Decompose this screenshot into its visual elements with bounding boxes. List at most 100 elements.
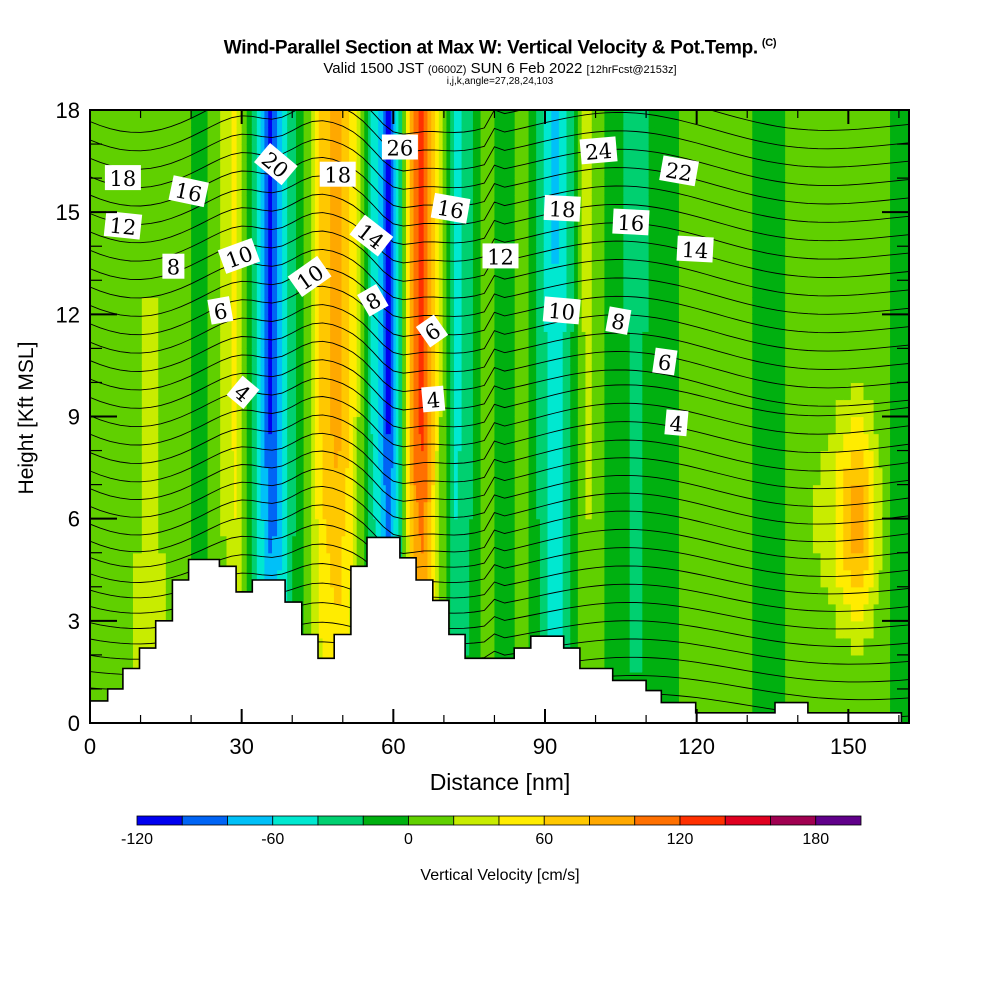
field-cell xyxy=(207,161,215,179)
field-cell xyxy=(173,450,182,469)
valid-date: SUN 6 Feb 2022 xyxy=(470,60,583,77)
field-cell xyxy=(532,382,537,401)
field-cell xyxy=(314,433,320,452)
field-cell xyxy=(96,212,104,230)
field-cell xyxy=(648,620,656,639)
field-cell xyxy=(742,280,753,298)
field-cell xyxy=(480,518,485,537)
field-cell xyxy=(102,246,110,264)
field-cell xyxy=(229,416,233,435)
field-cell xyxy=(604,110,612,128)
field-cell xyxy=(277,450,283,469)
field-cell xyxy=(723,671,733,690)
field-cell xyxy=(714,688,724,707)
field-cell xyxy=(405,331,411,349)
field-cell xyxy=(333,127,339,145)
field-cell xyxy=(231,195,235,213)
field-cell xyxy=(360,433,365,452)
field-cell xyxy=(442,297,448,315)
field-cell xyxy=(558,518,564,537)
field-cell xyxy=(577,450,583,469)
field-cell xyxy=(220,195,228,213)
field-cell xyxy=(547,314,552,332)
field-cell xyxy=(246,280,253,298)
field-cell xyxy=(318,501,324,520)
field-cell xyxy=(272,450,278,469)
field-cell xyxy=(642,195,650,213)
field-cell xyxy=(318,331,324,349)
field-cell xyxy=(742,467,753,486)
field-cell xyxy=(543,314,549,332)
field-cell xyxy=(326,263,331,281)
field-cell xyxy=(617,416,624,435)
field-cell xyxy=(349,229,354,247)
field-cell xyxy=(264,416,269,435)
field-cell xyxy=(277,484,283,503)
field-cell xyxy=(519,552,526,571)
field-cell xyxy=(287,450,293,469)
field-cell xyxy=(687,433,698,452)
field-cell xyxy=(476,144,482,162)
field-cell xyxy=(585,535,593,554)
field-cell xyxy=(96,620,104,639)
field-cell xyxy=(457,280,463,298)
field-cell xyxy=(591,212,599,230)
field-cell xyxy=(570,535,575,554)
field-cell xyxy=(543,263,549,281)
field-cell xyxy=(326,144,331,162)
field-cell xyxy=(416,110,420,128)
field-cell xyxy=(435,365,440,384)
field-cell xyxy=(574,178,579,196)
field-cell xyxy=(405,280,411,298)
field-cell xyxy=(383,365,387,384)
field-cell xyxy=(378,212,382,230)
field-cell xyxy=(617,552,624,571)
field-cell xyxy=(364,399,369,418)
field-cell xyxy=(696,314,707,332)
field-cell xyxy=(752,569,763,588)
field-cell xyxy=(732,195,743,213)
field-cell xyxy=(241,331,248,349)
field-cell xyxy=(465,229,470,247)
field-cell xyxy=(337,365,343,384)
field-cell xyxy=(299,569,305,588)
field-cell xyxy=(398,348,403,367)
field-cell xyxy=(333,620,339,639)
field-cell xyxy=(528,603,533,622)
field-cell xyxy=(524,399,530,418)
field-cell xyxy=(629,433,637,452)
field-cell xyxy=(307,620,312,639)
field-cell xyxy=(446,586,451,605)
field-cell xyxy=(409,484,415,503)
field-cell xyxy=(181,127,187,145)
field-cell xyxy=(661,671,671,690)
field-cell xyxy=(494,280,501,298)
field-cell xyxy=(494,586,501,605)
field-cell xyxy=(421,484,425,503)
field-cell xyxy=(186,382,192,401)
field-cell xyxy=(292,365,297,384)
field-cell xyxy=(356,450,362,469)
field-cell xyxy=(333,399,339,418)
field-cell xyxy=(326,433,331,452)
field-cell xyxy=(413,195,417,213)
field-cell xyxy=(378,331,382,349)
field-cell xyxy=(629,144,637,162)
field-cell xyxy=(604,620,612,639)
field-cell xyxy=(337,501,343,520)
field-cell xyxy=(696,433,707,452)
field-cell xyxy=(617,620,624,639)
field-cell xyxy=(539,348,545,367)
field-cell xyxy=(558,229,564,247)
field-cell xyxy=(234,433,238,452)
field-cell xyxy=(268,450,273,469)
field-cell xyxy=(654,671,662,690)
field-cell xyxy=(480,382,485,401)
field-cell xyxy=(256,348,262,367)
field-cell xyxy=(96,229,104,247)
field-cell xyxy=(431,450,436,469)
field-cell xyxy=(457,314,463,332)
field-cell xyxy=(303,535,308,554)
field-cell xyxy=(732,297,743,315)
field-cell xyxy=(654,501,662,520)
